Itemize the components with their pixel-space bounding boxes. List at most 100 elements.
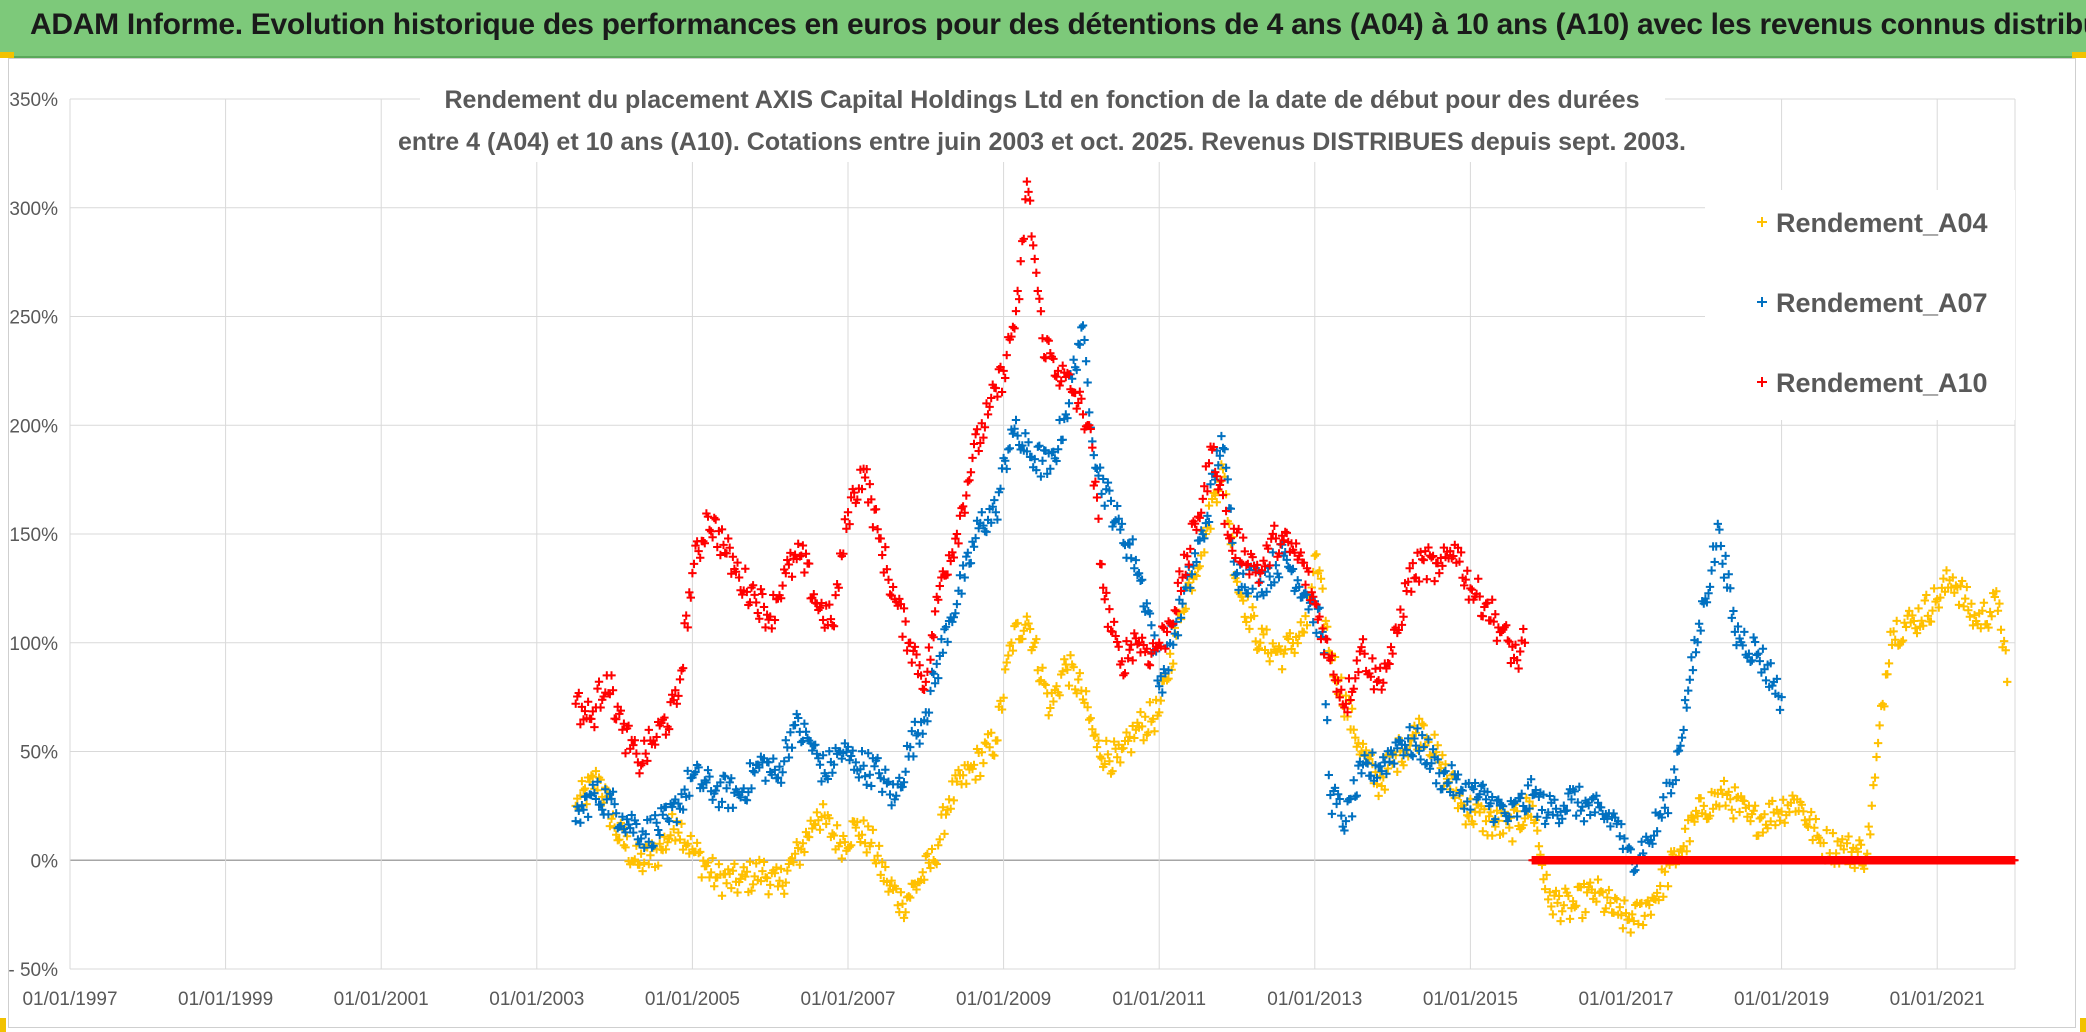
rendement-a04-point <box>946 804 955 813</box>
rendement-a07-point <box>1596 803 1606 812</box>
rendement-a04-point <box>1086 713 1095 723</box>
rendement-a04-point <box>1436 763 1445 773</box>
rendement-a04-point <box>1987 612 1996 621</box>
rendement-a07-point <box>977 508 986 517</box>
rendement-a07-point <box>583 812 593 822</box>
rendement-a04-point <box>901 908 910 917</box>
rendement-a04-point <box>1148 714 1158 724</box>
rendement-a07-point <box>818 751 828 760</box>
rendement-a04-point <box>591 766 601 776</box>
rendement-a07-point <box>1385 757 1394 766</box>
rendement-a07-point <box>710 789 719 798</box>
rendement-a07-point <box>1691 648 1701 657</box>
rendement-a04-point <box>1136 707 1145 717</box>
rendement-a04-point <box>865 842 874 851</box>
rendement-a04-point <box>1763 824 1772 833</box>
rendement-a04-point <box>1139 736 1148 745</box>
rendement-a04-point <box>1540 884 1550 894</box>
rendement-a04-point <box>776 864 786 874</box>
rendement-a07-point <box>1147 621 1156 630</box>
rendement-a10-point <box>965 476 974 485</box>
rendement-a07-point <box>1075 340 1084 349</box>
rendement-a04-point <box>710 882 719 891</box>
rendement-a10-point <box>1204 459 1214 468</box>
rendement-a07-point <box>1716 541 1726 551</box>
rendement-a10-point <box>1265 561 1274 570</box>
rendement-a07-point <box>1304 605 1313 614</box>
rendement-a10-point <box>694 546 703 556</box>
rendement-a10-point <box>1078 410 1088 419</box>
rendement-a07-point <box>678 805 688 814</box>
rendement-a10-point <box>958 502 968 511</box>
rendement-a07-point <box>938 648 948 657</box>
rendement-a07-point <box>1341 816 1351 826</box>
rendement-a04-point <box>1629 916 1638 926</box>
rendement-a04-point <box>579 786 588 795</box>
rendement-a07-point <box>1469 784 1478 794</box>
rendement-a07-point <box>1761 676 1771 685</box>
rendement-a04-point <box>906 893 915 902</box>
rendement-a10-point <box>1446 546 1455 556</box>
rendement-a10-point <box>664 724 674 734</box>
rendement-a07-point <box>1094 471 1103 480</box>
x-tick-label: 01/01/2003 <box>489 989 584 1010</box>
rendement-a10-point <box>794 539 803 548</box>
rendement-a04-point <box>1399 761 1408 770</box>
rendement-a07-point <box>1477 781 1486 791</box>
rendement-a10-point <box>804 559 814 568</box>
rendement-a07-point <box>1053 445 1063 454</box>
rendement-a04-point <box>764 890 773 899</box>
y-axis-ticks: - 50% 0% 50% 100% 150% 200% 250% 300% 350% <box>8 90 58 981</box>
rendement-a10-point <box>943 570 952 579</box>
rendement-a04-point <box>1570 903 1579 912</box>
rendement-a04-point <box>727 883 736 893</box>
rendement-a10-point <box>951 534 960 543</box>
rendement-a07-point <box>1747 656 1757 665</box>
rendement-a10-point <box>1386 642 1396 652</box>
rendement-a10-point <box>629 740 638 750</box>
rendement-a04-point <box>646 851 655 860</box>
rendement-a10-point <box>1119 671 1128 680</box>
x-tick-label: 01/01/2007 <box>800 989 895 1010</box>
rendement-a10-point <box>1239 533 1248 542</box>
rendement-a07-point <box>941 622 951 632</box>
rendement-a07-point <box>635 840 644 849</box>
rendement-a04-point <box>1999 636 2009 646</box>
rendement-a07-point <box>1108 522 1117 531</box>
rendement-a04-point <box>577 776 587 786</box>
rendement-a04-point <box>812 808 822 817</box>
rendement-a10-point <box>1063 368 1072 378</box>
rendement-a07-point <box>955 571 965 580</box>
rendement-a10-point <box>650 740 660 749</box>
rendement-a10-point <box>1503 636 1512 645</box>
rendement-a07-point <box>1218 443 1228 453</box>
rendement-a04-point <box>1750 801 1760 810</box>
rendement-a07-point <box>1072 365 1081 375</box>
x-tick-label: 01/01/2019 <box>1734 989 1829 1010</box>
rendement-a04-point <box>1393 767 1402 776</box>
rendement-a04-point <box>706 868 716 877</box>
rendement-a07-point <box>1158 688 1167 697</box>
rendement-a04-point <box>1484 812 1494 821</box>
rendement-a10-point <box>1221 506 1231 516</box>
rendement-a07-point <box>750 768 759 777</box>
rendement-a04-point <box>1005 641 1014 650</box>
rendement-a04-point <box>640 858 649 867</box>
rendement-a07-point <box>1117 519 1127 529</box>
rendement-a04-point <box>1153 711 1162 720</box>
rendement-a07-point <box>781 736 790 745</box>
rendement-a04-point <box>1013 618 1022 628</box>
rendement-a07-point <box>668 802 677 812</box>
rendement-a10-point <box>899 604 909 613</box>
rendement-a07-point <box>1131 555 1141 565</box>
rendement-a07-point <box>725 778 734 787</box>
rendement-a07-point <box>770 765 780 775</box>
rendement-a07-point <box>1220 445 1229 454</box>
rendement-a04-point <box>1578 913 1587 923</box>
rendement-a04-point <box>1310 551 1319 560</box>
rendement-a04-point <box>1113 753 1122 762</box>
rendement-a10-point <box>1438 561 1447 571</box>
rendement-a10-point <box>1296 548 1305 557</box>
rendement-a04-point <box>1169 659 1178 668</box>
rendement-a07-point <box>1539 790 1548 799</box>
